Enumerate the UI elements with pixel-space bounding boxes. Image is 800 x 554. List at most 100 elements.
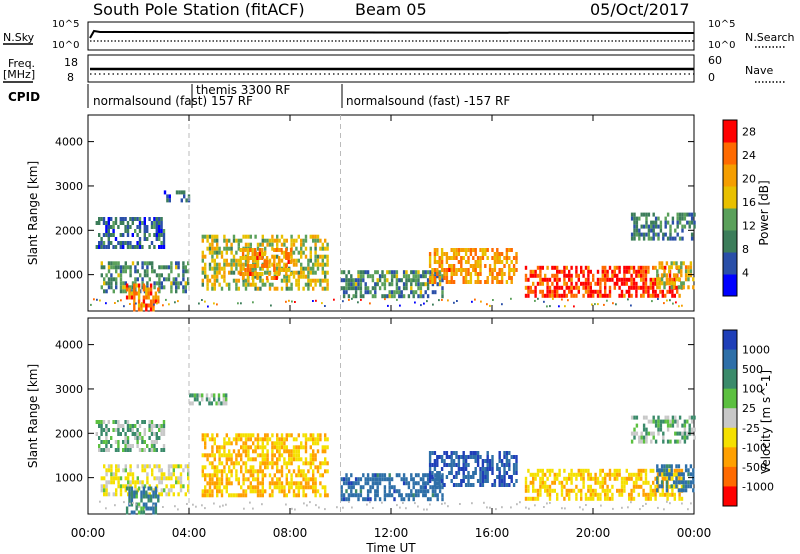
range-gate-cell — [460, 479, 463, 483]
range-gate-cell — [445, 272, 449, 276]
range-gate-cell — [366, 493, 370, 498]
range-gate-cell — [127, 480, 130, 485]
range-gate-cell — [110, 265, 113, 270]
range-gate-cell — [366, 481, 370, 486]
range-gate-cell — [623, 480, 626, 485]
range-gate-cell — [469, 276, 473, 280]
range-gate-cell — [266, 242, 269, 247]
range-gate-cell — [476, 256, 480, 260]
range-gate-cell — [448, 264, 451, 268]
range-gate-cell — [137, 502, 141, 507]
range-gate-cell — [141, 261, 144, 266]
range-gate-cell — [587, 273, 590, 278]
range-gate-cell — [134, 277, 137, 282]
range-gate-cell — [479, 483, 482, 487]
range-gate-cell — [342, 497, 346, 502]
range-gate-cell — [201, 393, 204, 398]
range-gate-cell — [623, 269, 626, 274]
range-gate-cell — [419, 290, 423, 295]
range-gate-cell — [467, 268, 470, 272]
range-gate-cell — [182, 277, 185, 282]
range-gate-cell — [687, 508, 689, 511]
range-gate-cell — [462, 455, 465, 459]
range-gate-cell — [644, 269, 648, 274]
range-gate-cell — [479, 272, 482, 276]
range-gate-cell — [400, 477, 403, 482]
range-gate-cell — [117, 476, 120, 481]
range-gate-cell — [592, 492, 595, 497]
range-gate-cell — [672, 281, 676, 286]
range-gate-cell — [283, 441, 286, 446]
range-gate-cell — [491, 268, 494, 272]
range-gate-cell — [247, 437, 250, 442]
range-gate-cell — [119, 492, 123, 497]
range-gate-cell — [647, 492, 650, 497]
range-gate-cell — [671, 492, 674, 497]
range-gate-cell — [177, 261, 180, 266]
x-tick-label: 20:00 — [576, 526, 611, 540]
range-gate-cell — [315, 299, 317, 302]
colorbar-tick-label: -1000 — [742, 480, 774, 493]
range-gate-cell — [112, 472, 115, 477]
range-gate-cell — [635, 431, 639, 436]
range-gate-cell — [678, 415, 682, 420]
range-gate-cell — [130, 490, 134, 495]
range-gate-cell — [254, 469, 257, 474]
range-gate-cell — [304, 449, 308, 454]
range-gate-cell — [167, 468, 171, 473]
range-gate-cell — [102, 217, 106, 221]
range-gate-cell — [285, 449, 288, 454]
range-gate-cell — [640, 472, 643, 477]
range-gate-cell — [479, 467, 482, 471]
range-gate-cell — [606, 269, 609, 274]
range-gate-cell — [486, 471, 489, 475]
range-gate-cell — [136, 245, 139, 249]
range-gate-cell — [300, 238, 303, 243]
range-gate-cell — [145, 502, 148, 507]
range-gate-cell — [496, 272, 499, 276]
range-gate-cell — [134, 436, 137, 440]
range-gate-cell — [548, 492, 552, 497]
range-gate-cell — [436, 477, 439, 482]
range-gate-cell — [134, 269, 137, 274]
range-gate-cell — [600, 504, 602, 507]
range-gate-cell — [290, 433, 293, 438]
range-gate-cell — [410, 286, 413, 291]
range-gate-cell — [630, 236, 634, 241]
range-gate-cell — [652, 236, 655, 241]
range-gate-cell — [158, 476, 161, 481]
range-gate-cell — [235, 457, 238, 462]
range-gate-cell — [652, 212, 655, 217]
range-gate-cell — [684, 464, 688, 469]
range-gate-cell — [105, 480, 108, 485]
range-gate-cell — [100, 484, 103, 489]
range-gate-cell — [496, 280, 499, 284]
range-gate-cell — [484, 280, 487, 284]
range-gate-cell — [324, 445, 327, 450]
range-gate-cell — [625, 476, 628, 481]
range-gate-cell — [369, 501, 371, 504]
range-gate-cell — [249, 465, 252, 470]
range-gate-cell — [640, 484, 643, 489]
range-gate-cell — [155, 217, 158, 221]
range-gate-cell — [670, 285, 673, 290]
range-gate-cell — [374, 294, 377, 299]
range-gate-cell — [551, 273, 554, 278]
range-gate-cell — [304, 493, 308, 498]
range-gate-cell — [553, 472, 556, 477]
range-gate-cell — [278, 262, 281, 267]
range-gate-cell — [230, 453, 233, 458]
range-gate-cell — [618, 488, 621, 493]
range-gate-cell — [618, 269, 621, 274]
range-gate-cell — [314, 465, 317, 470]
range-gate-cell — [290, 282, 293, 287]
range-gate-cell — [300, 246, 303, 251]
range-gate-cell — [630, 492, 633, 497]
range-gate-cell — [160, 472, 163, 477]
range-gate-cell — [105, 302, 107, 305]
range-gate-cell — [539, 468, 542, 473]
range-gate-cell — [594, 492, 597, 497]
range-gate-cell — [527, 484, 530, 489]
range-gate-cell — [360, 298, 362, 301]
range-gate-cell — [242, 489, 245, 494]
